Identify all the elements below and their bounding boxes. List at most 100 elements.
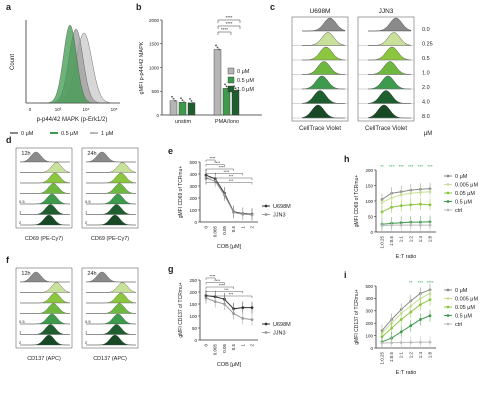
tick-label-h: 0	[370, 230, 373, 235]
tick-label-e: 200	[189, 196, 197, 201]
histogram-d-0-4	[20, 193, 70, 205]
histogram-c-0-6	[301, 104, 345, 119]
category-label-g: 0.005	[213, 344, 218, 356]
time-label-f: 12h	[21, 271, 30, 277]
row-label-d: 0.05	[19, 189, 28, 194]
category-label-b: PMA/Iono	[215, 119, 239, 125]
histogram-c-1-5	[367, 90, 411, 104]
sig-label-g: ***	[224, 288, 229, 292]
data-point-h-1-3	[409, 191, 413, 195]
data-point-e-1-3	[232, 211, 236, 214]
data-point-e-1-2	[223, 193, 226, 197]
tick-label-g: 100	[189, 314, 197, 319]
sig-bracket-g	[205, 277, 216, 280]
data-point-e-1-4	[241, 212, 245, 216]
series-line-i-2	[381, 299, 431, 338]
legend-marker-i	[446, 314, 450, 317]
sig-bracket-g	[205, 291, 243, 294]
row-label-d: 0.5	[19, 199, 25, 204]
series-line-h-2	[381, 203, 431, 213]
data-point-i-3-4	[419, 318, 422, 321]
dot-b	[181, 99, 184, 102]
category-label-e: 0	[204, 226, 209, 229]
data-point-e-1-5	[250, 213, 254, 217]
category-label-i: 1:2	[408, 352, 413, 359]
category-label-h: 1:0.25	[380, 236, 385, 249]
data-point-i-4-0	[380, 341, 384, 345]
row-label-f: 0	[85, 288, 88, 293]
category-label-h: 1:4	[418, 236, 423, 243]
row-label-f: 0.005	[19, 298, 30, 303]
dose-label-c: 1.0	[422, 71, 430, 77]
sig-label-e: ****	[223, 170, 229, 174]
tick-label-b: 0	[156, 113, 159, 118]
panel-title-c: JJN3	[379, 8, 394, 15]
legend-swatch-b	[227, 76, 235, 84]
data-point-h-2-3	[409, 203, 413, 207]
category-label-b: unstim	[175, 119, 192, 125]
histogram-c-0-3	[302, 61, 346, 75]
histogram-frame-f	[15, 267, 73, 349]
series-line-h-4	[381, 224, 430, 227]
legend-label-i: 0.05 μM	[455, 305, 475, 311]
xlabel-e: COB [μM]	[217, 244, 242, 250]
data-point-i-4-2	[399, 341, 403, 344]
legend-label-e: U698M	[273, 204, 291, 210]
legend-marker-i	[446, 305, 450, 309]
sig-label-e: ***	[229, 179, 234, 183]
sig-bracket-e	[205, 182, 253, 185]
category-label-i: 1:8	[428, 352, 433, 359]
row-label-f: ctrl	[19, 277, 24, 282]
tick-label-a: 10³	[55, 107, 62, 112]
tick-label-h: 50	[368, 214, 374, 219]
dot-b	[190, 99, 193, 102]
data-point-i-1-3	[409, 304, 413, 308]
data-point-h-2-0	[380, 210, 384, 214]
data-point-i-1-4	[419, 297, 422, 300]
data-point-h-2-2	[399, 204, 403, 208]
panel-letter-g: g	[168, 264, 174, 274]
category-label-i: 1:0.25	[380, 352, 385, 365]
sig-bracket-e	[205, 159, 216, 162]
legend-label-g: U698M	[273, 322, 291, 328]
data-point-i-3-3	[409, 324, 413, 328]
data-point-g-1-1	[213, 300, 217, 303]
xlabel-d: CD69 (PE-Cy7)	[91, 236, 129, 242]
unit-label-c: μM	[424, 131, 432, 137]
row-label-d: 0	[85, 168, 88, 173]
sig-label-g: ****	[219, 284, 225, 288]
sig-label-b: ****	[221, 27, 228, 32]
histogram-f-1-2	[86, 292, 137, 304]
histogram-d-0-6	[20, 214, 70, 226]
sig-label-i: ****	[426, 280, 433, 285]
dot-b	[180, 97, 182, 100]
sig-bracket-g	[205, 282, 225, 285]
sig-label-e: ****	[214, 161, 220, 165]
tick-label-h: 200	[365, 168, 373, 173]
legend-marker-i	[446, 322, 450, 326]
category-label-g: 0.5	[231, 344, 236, 351]
row-label-d: 1	[85, 210, 88, 215]
ylabel-b: gMFI p-p44/42 MAPK	[139, 41, 145, 94]
row-label-f: 2	[85, 340, 88, 345]
category-label-i: 1:1	[399, 352, 404, 359]
tick-label-g: 0	[194, 338, 197, 343]
tick-label-g: 250	[189, 278, 197, 283]
bar-b-1-0	[213, 49, 222, 116]
row-label-d: 0	[19, 168, 22, 173]
dose-label-c: 4.0	[422, 100, 430, 106]
tick-label-a: 10⁴	[83, 107, 90, 112]
category-label-h: 1:1	[399, 236, 404, 243]
sig-bracket-e	[205, 164, 225, 167]
tick-label-e: 0	[194, 220, 197, 225]
tick-label-g: 50	[192, 326, 198, 331]
panel-letter-a: a	[6, 2, 12, 12]
histogram-frame-d	[81, 147, 139, 229]
series-line-h-1	[381, 191, 431, 203]
time-label-d: 12h	[21, 151, 30, 157]
dot-b	[218, 48, 220, 51]
category-label-e: 2	[250, 226, 255, 229]
data-point-i-1-5	[428, 292, 432, 295]
ylabel-a: Count	[10, 54, 16, 70]
panel-letter-d: d	[6, 135, 12, 145]
